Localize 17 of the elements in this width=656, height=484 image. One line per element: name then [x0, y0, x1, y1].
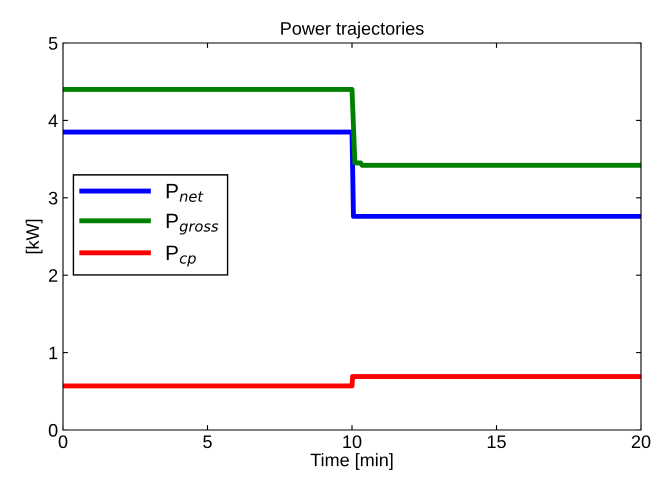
y-tick-label: 3	[48, 192, 58, 205]
y-tick-label: 0	[48, 424, 58, 437]
x-axis-title: Time [min]	[310, 453, 393, 470]
y-axis-title: [kW]	[26, 220, 43, 254]
legend-label: P$_{gross}$	[166, 214, 218, 235]
y-tick-label: 4	[48, 114, 58, 127]
y-tick-label: 2	[49, 269, 58, 282]
legend-label: P$_{cp}$	[166, 246, 196, 267]
legend-label: P$_{net}$	[166, 184, 204, 202]
x-tick-label: 5	[203, 436, 212, 448]
x-tick-label: 20	[632, 435, 650, 448]
y-tick-label: 5	[48, 37, 58, 50]
y-tick-label: 1	[49, 346, 58, 360]
x-tick-label: 10	[343, 435, 362, 448]
chart-title: Power trajectories	[281, 22, 424, 38]
x-tick-label: 0	[58, 435, 68, 448]
x-tick-label: 15	[488, 436, 506, 448]
